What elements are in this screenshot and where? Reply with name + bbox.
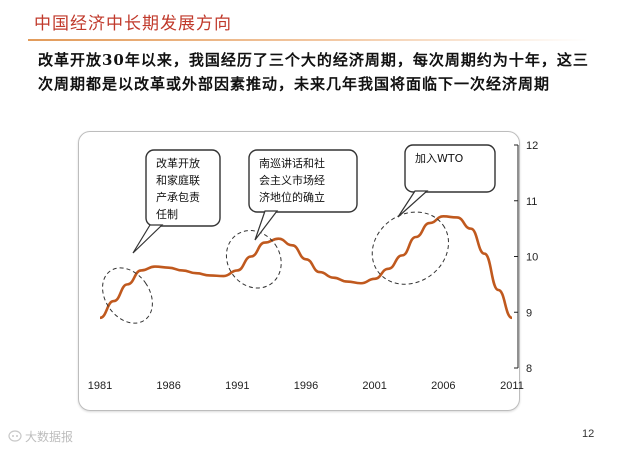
y-tick-label: 9 — [526, 307, 532, 319]
y-tick-label: 12 — [526, 140, 538, 152]
series-line — [99, 215, 513, 320]
x-tick-label: 2001 — [362, 380, 386, 392]
x-tick-label: 2011 — [500, 380, 524, 392]
callout-box — [248, 149, 358, 213]
callout-pointer — [132, 224, 164, 254]
x-tick-label: 1986 — [156, 380, 180, 392]
callout-pointer — [397, 190, 429, 218]
callout-text: 会主义市场经 — [259, 173, 325, 187]
x-tick-label: 2006 — [431, 380, 455, 392]
callout-text: 和家庭联 — [156, 173, 200, 187]
annotation-ellipse — [102, 267, 153, 324]
watermark: 大数据报 — [8, 428, 73, 445]
callout-box — [145, 149, 221, 227]
slide-title: 中国经济中长期发展方向 — [34, 14, 232, 34]
callout-text: 改革开放 — [156, 156, 200, 170]
callout-box — [404, 144, 496, 193]
title-divider — [28, 39, 588, 41]
watermark-text: 大数据报 — [25, 430, 74, 444]
annotation-ellipse — [371, 211, 450, 285]
slide-summary: 改革开放30年以来，我国经历了三个大的经济周期，每次周期约为十年，这三次周期都是… — [38, 51, 589, 93]
callout-text: 南巡讲话和社 — [259, 156, 325, 170]
callout-text: 产承包责 — [156, 190, 200, 204]
annotation-ellipse — [225, 230, 282, 289]
y-tick-label: 11 — [526, 196, 537, 208]
watermark-logo-icon — [8, 430, 22, 442]
x-tick-label: 1981 — [88, 380, 112, 392]
callout-text: 济地位的确立 — [259, 190, 325, 204]
x-tick-label: 1996 — [294, 380, 318, 392]
callout-pointer — [254, 210, 279, 241]
x-tick-label: 1991 — [225, 380, 249, 392]
y-tick-label: 10 — [526, 252, 538, 264]
y-tick-label: 8 — [526, 363, 532, 375]
chart-frame — [78, 131, 520, 411]
callout-text: 任制 — [156, 208, 178, 221]
page-number: 12 — [582, 428, 595, 440]
callout-text: 加入WTO — [415, 152, 464, 165]
